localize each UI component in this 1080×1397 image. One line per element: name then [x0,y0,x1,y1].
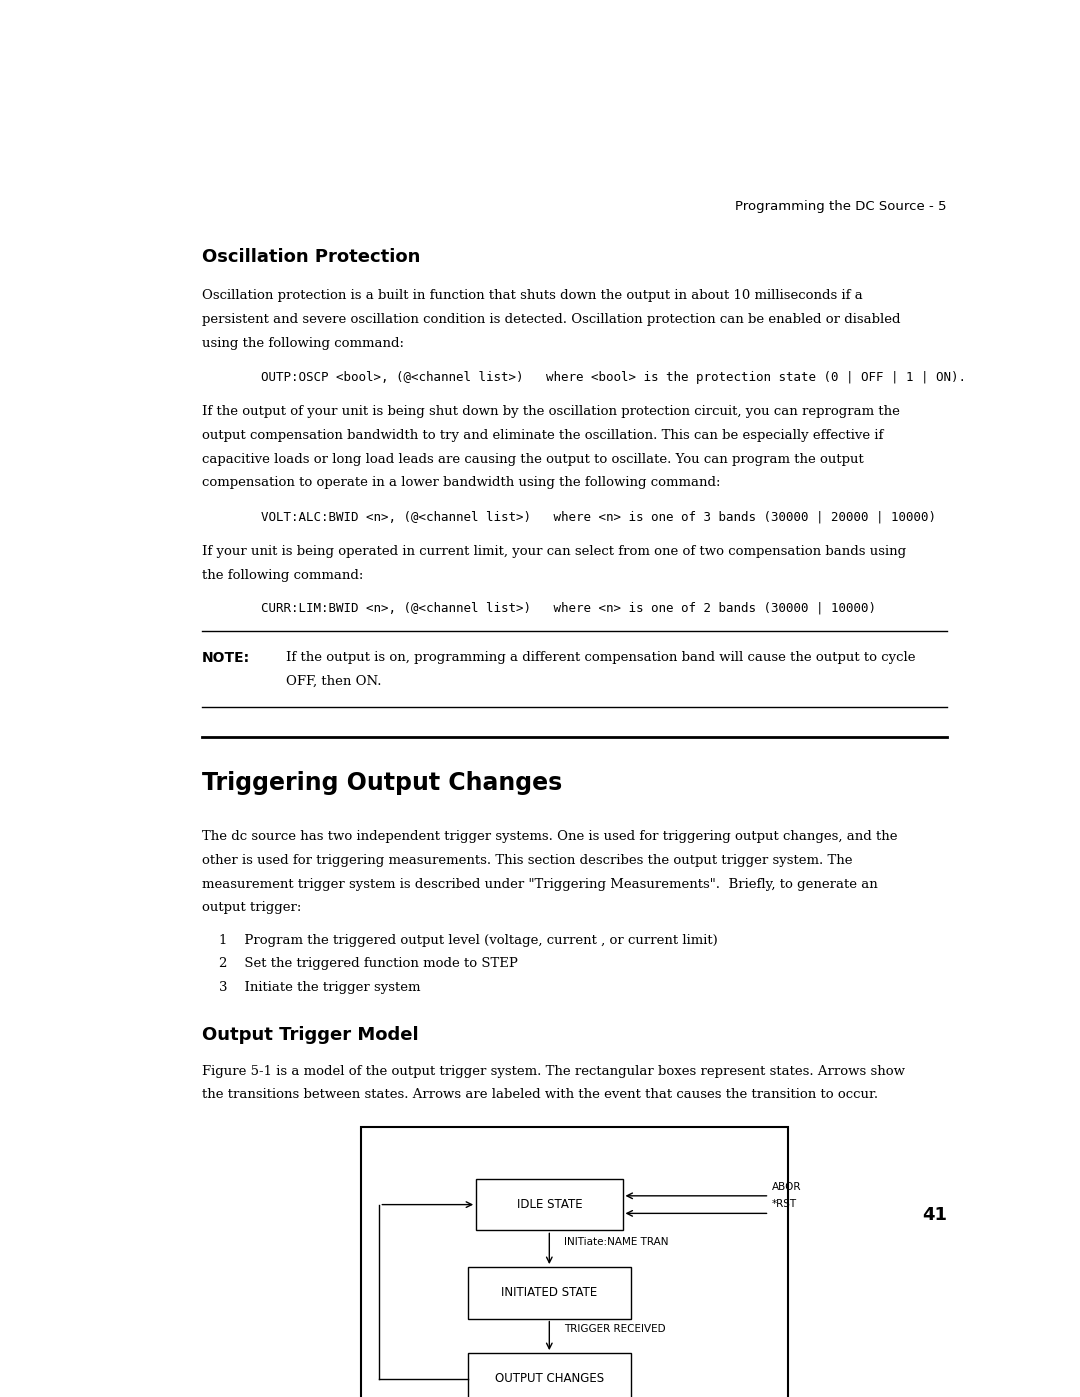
Text: Triggering Output Changes: Triggering Output Changes [202,771,563,795]
Text: OUTP:OSCP <bool>, (@<channel list>)   where <bool> is the protection state (0 | : OUTP:OSCP <bool>, (@<channel list>) wher… [260,372,966,384]
Text: Oscillation Protection: Oscillation Protection [202,249,420,267]
Text: Figure 5-1 is a model of the output trigger system. The rectangular boxes repres: Figure 5-1 is a model of the output trig… [202,1065,905,1077]
Text: output trigger:: output trigger: [202,901,301,914]
Text: If the output of your unit is being shut down by the oscillation protection circ: If the output of your unit is being shut… [202,405,900,418]
Text: NOTE:: NOTE: [202,651,251,665]
Text: *RST: *RST [772,1199,797,1208]
Bar [468,1354,631,1397]
Text: CURR:LIM:BWID <n>, (@<channel list>)   where <n> is one of 2 bands (30000 | 1000: CURR:LIM:BWID <n>, (@<channel list>) whe… [260,601,876,615]
Text: using the following command:: using the following command: [202,337,404,349]
Text: compensation to operate in a lower bandwidth using the following command:: compensation to operate in a lower bandw… [202,476,720,489]
Text: VOLT:ALC:BWID <n>, (@<channel list>)   where <n> is one of 3 bands (30000 | 2000: VOLT:ALC:BWID <n>, (@<channel list>) whe… [260,511,935,524]
Text: 1    Program the triggered output level (voltage, current , or current limit): 1 Program the triggered output level (vo… [218,933,717,947]
Text: TRIGGER RECEIVED: TRIGGER RECEIVED [565,1324,666,1334]
Text: The dc source has two independent trigger systems. One is used for triggering ou: The dc source has two independent trigge… [202,830,897,844]
Bar [476,1179,622,1231]
Text: INITiate:NAME TRAN: INITiate:NAME TRAN [565,1238,669,1248]
Text: ABOR: ABOR [772,1182,801,1192]
Text: measurement trigger system is described under "Triggering Measurements".  Briefl: measurement trigger system is described … [202,877,878,891]
Text: OUTPUT CHANGES: OUTPUT CHANGES [495,1372,604,1386]
Text: IDLE STATE: IDLE STATE [516,1199,582,1211]
Text: Programming the DC Source - 5: Programming the DC Source - 5 [735,200,947,212]
Text: other is used for triggering measurements. This section describes the output tri: other is used for triggering measurement… [202,854,852,868]
Text: Output Trigger Model: Output Trigger Model [202,1025,419,1044]
Text: capacitive loads or long load leads are causing the output to oscillate. You can: capacitive loads or long load leads are … [202,453,864,465]
Text: the transitions between states. Arrows are labeled with the event that causes th: the transitions between states. Arrows a… [202,1088,878,1101]
Text: Oscillation protection is a built in function that shuts down the output in abou: Oscillation protection is a built in fun… [202,289,863,302]
Bar [361,1127,788,1397]
Text: the following command:: the following command: [202,569,363,583]
Text: 41: 41 [922,1206,947,1224]
Text: If your unit is being operated in current limit, your can select from one of two: If your unit is being operated in curren… [202,545,906,559]
Text: INITIATED STATE: INITIATED STATE [501,1287,597,1299]
Text: 3    Initiate the trigger system: 3 Initiate the trigger system [218,981,420,993]
Text: persistent and severe oscillation condition is detected. Oscillation protection : persistent and severe oscillation condit… [202,313,901,326]
Text: If the output is on, programming a different compensation band will cause the ou: If the output is on, programming a diffe… [285,651,915,664]
Bar [468,1267,631,1319]
Text: 2    Set the triggered function mode to STEP: 2 Set the triggered function mode to STE… [218,957,517,970]
Text: OFF, then ON.: OFF, then ON. [285,675,381,687]
Text: output compensation bandwidth to try and eliminate the oscillation. This can be : output compensation bandwidth to try and… [202,429,883,441]
